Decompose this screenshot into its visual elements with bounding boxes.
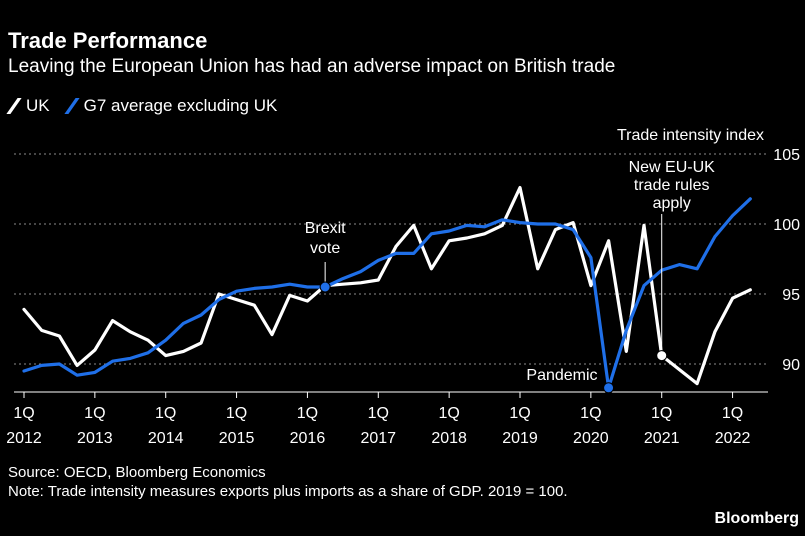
annotation-label-trade-rules-2: apply [653,195,691,212]
note-text: Note: Trade intensity measures exports p… [8,483,568,500]
x-tick-year-2016: 2016 [290,430,326,447]
annotation-label-brexit-0: Brexit [305,220,346,237]
x-tick-quarter-2020: 1Q [580,405,601,422]
x-tick-quarter-2019: 1Q [509,405,530,422]
x-tick-year-2015: 2015 [219,430,255,447]
chart-subtitle: Leaving the European Union has had an ad… [8,56,616,77]
x-tick-quarter-2021: 1Q [651,405,672,422]
x-tick-quarter-2015: 1Q [226,405,247,422]
x-tick-year-2012: 2012 [6,430,42,447]
annotation-label-trade-rules-0: New EU-UK [629,159,716,176]
x-tick-year-2014: 2014 [148,430,184,447]
annotation-marker-brexit [319,281,331,293]
y-tick-label-105: 105 [773,147,800,164]
x-tick-year-2013: 2013 [77,430,113,447]
x-tick-quarter-2017: 1Q [368,405,389,422]
source-text: Source: OECD, Bloomberg Economics [8,464,266,481]
legend-item-g7: G7 average excluding UK [64,96,278,116]
annotation-label-brexit-1: vote [310,240,340,257]
chart-source: Source: OECD, Bloomberg Economics Note: … [8,463,728,501]
x-tick-year-2022: 2022 [715,430,751,447]
annotation-marker-pandemic [603,382,615,394]
x-tick-quarter-2012: 1Q [13,405,34,422]
legend: UK G7 average excluding UK [6,96,293,116]
x-tick-year-2018: 2018 [431,430,467,447]
x-tick-year-2020: 2020 [573,430,609,447]
x-tick-quarter-2022: 1Q [722,405,743,422]
y-axis-title: Trade intensity index [617,127,764,144]
annotation-label-trade-rules-1: trade rules [634,177,710,194]
y-tick-label-95: 95 [782,287,800,304]
chart-title: Trade Performance [8,28,208,53]
x-tick-quarter-2013: 1Q [84,405,105,422]
series-line-g7 [22,197,752,390]
x-tick-quarter-2014: 1Q [155,405,176,422]
annotation-label-pandemic-0: Pandemic [526,367,597,384]
legend-label-g7: G7 average excluding UK [83,96,278,115]
legend-label-uk: UK [26,96,50,115]
x-tick-quarter-2018: 1Q [438,405,459,422]
series-line-uk [22,186,752,386]
y-tick-label-100: 100 [773,217,800,234]
bloomberg-logo: Bloomberg [714,510,799,527]
x-tick-year-2019: 2019 [502,430,538,447]
y-tick-label-90: 90 [782,357,800,374]
x-tick-quarter-2016: 1Q [297,405,318,422]
annotation-marker-trade-rules [656,350,668,362]
legend-item-uk: UK [6,96,50,116]
x-tick-year-2017: 2017 [360,430,396,447]
x-tick-year-2021: 2021 [644,430,680,447]
